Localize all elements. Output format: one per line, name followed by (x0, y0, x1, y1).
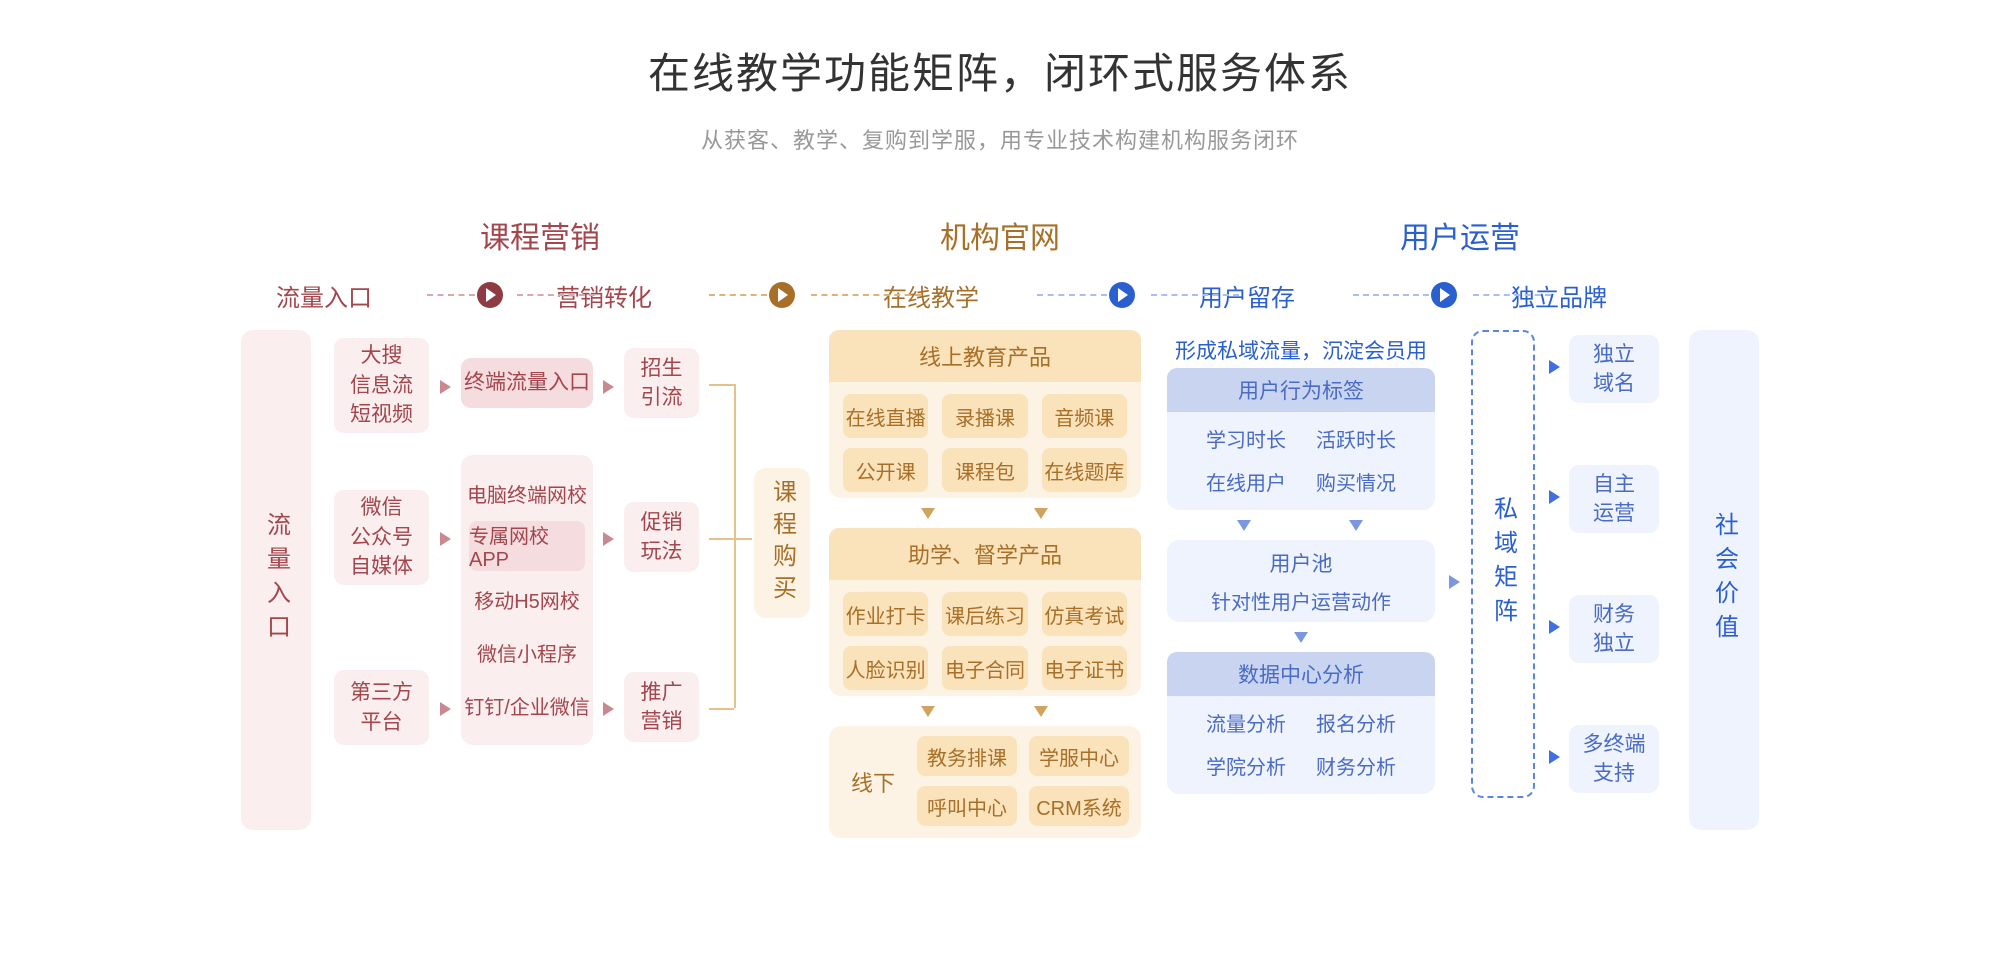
chip: 公开课 (843, 448, 928, 492)
diagram-body: 流量入口 大搜 信息流 短视频 微信 公众号 自媒体 第三方 平台 终端流量入口… (159, 330, 2000, 950)
chip: 钉钉/企业微信 (461, 680, 593, 730)
box-thirdparty: 第三方 平台 (334, 670, 429, 745)
play-icon (1109, 282, 1135, 308)
chip: 在线直播 (843, 394, 928, 438)
chip: 教务排课 (917, 736, 1017, 776)
chip: 学服中心 (1029, 736, 1129, 776)
panel-title: 线上教育产品 (829, 330, 1141, 382)
section-marketing: 课程营销 (480, 213, 600, 257)
chip: 课后练习 (942, 592, 1027, 636)
chip: 仿真考试 (1042, 592, 1127, 636)
box-selfop: 自主 运营 (1569, 465, 1659, 533)
offline-label: 线下 (829, 726, 917, 838)
box-domain: 独立 域名 (1569, 335, 1659, 403)
chip: 呼叫中心 (917, 786, 1017, 826)
data-item: 报名分析 (1316, 708, 1396, 737)
box-enroll: 招生 引流 (624, 348, 699, 418)
pool-title: 用户池 (1270, 548, 1333, 578)
section-site: 机构官网 (940, 213, 1060, 257)
panel-title: 用户行为标签 (1167, 368, 1435, 412)
section-titles: 课程营销 机构官网 用户运营 (0, 213, 2000, 257)
panel-offline: 线下 教务排课 学服中心 呼叫中心 CRM系统 (829, 726, 1141, 838)
chip: 专属网校APP (469, 521, 585, 571)
panel-title: 助学、督学产品 (829, 528, 1141, 580)
panel-online-products: 线上教育产品 在线直播 录播课 音频课 公开课 课程包 在线题库 (829, 330, 1141, 498)
panel-tags: 用户行为标签 学习时长 活跃时长 在线用户 购买情况 (1167, 368, 1435, 510)
stage-label: 流量入口 (274, 278, 374, 313)
panel-study-products: 助学、督学产品 作业打卡 课后练习 仿真考试 人脸识别 电子合同 电子证书 (829, 528, 1141, 696)
chip: 移动H5网校 (461, 574, 593, 624)
stage-row: 流量入口营销转化在线教学用户留存独立品牌 (159, 270, 2000, 320)
chip: 音频课 (1042, 394, 1127, 438)
play-icon (477, 282, 503, 308)
box-promo: 促销 玩法 (624, 502, 699, 572)
panel-terminals: 电脑终端网校 专属网校APP 移动H5网校 微信小程序 钉钉/企业微信 (461, 455, 593, 745)
chip: 微信小程序 (461, 627, 593, 677)
chip: 录播课 (942, 394, 1027, 438)
tag-item: 学习时长 (1206, 424, 1286, 453)
tag-item: 活跃时长 (1316, 424, 1396, 453)
chip: CRM系统 (1029, 786, 1129, 826)
page-subtitle: 从获客、教学、复购到学服，用专业技术构建机构服务闭环 (0, 123, 2000, 155)
chip: 人脸识别 (843, 646, 928, 690)
box-finance: 财务 独立 (1569, 595, 1659, 663)
vbar-traffic: 流量入口 (241, 330, 311, 830)
chip: 电子证书 (1042, 646, 1127, 690)
panel-title: 数据中心分析 (1167, 652, 1435, 696)
data-item: 流量分析 (1206, 708, 1286, 737)
play-icon (769, 282, 795, 308)
chip: 在线题库 (1042, 448, 1127, 492)
vbar-purchase: 课程购买 (754, 468, 810, 618)
panel-pool: 用户池 针对性用户运营动作 (1167, 540, 1435, 622)
tag-item: 在线用户 (1206, 467, 1286, 496)
box-terminal: 终端流量入口 (461, 358, 593, 408)
chip: 电子合同 (942, 646, 1027, 690)
section-ops: 用户运营 (1400, 213, 1520, 257)
data-item: 财务分析 (1316, 751, 1396, 780)
panel-data: 数据中心分析 流量分析 报名分析 学院分析 财务分析 (1167, 652, 1435, 794)
chip: 电脑终端网校 (461, 468, 593, 518)
vbar-value: 社会价值 (1689, 330, 1759, 830)
data-item: 学院分析 (1206, 751, 1286, 780)
box-dasou: 大搜 信息流 短视频 (334, 338, 429, 433)
play-icon (1431, 282, 1457, 308)
box-wechat: 微信 公众号 自媒体 (334, 490, 429, 585)
chip: 作业打卡 (843, 592, 928, 636)
chip: 课程包 (942, 448, 1027, 492)
vbar-private: 私域矩阵 (1471, 330, 1535, 798)
box-spread: 推广 营销 (624, 672, 699, 742)
tag-item: 购买情况 (1316, 467, 1396, 496)
pool-sub: 针对性用户运营动作 (1211, 586, 1391, 615)
page-title: 在线教学功能矩阵，闭环式服务体系 (0, 0, 2000, 101)
box-multiterm: 多终端 支持 (1569, 725, 1659, 793)
